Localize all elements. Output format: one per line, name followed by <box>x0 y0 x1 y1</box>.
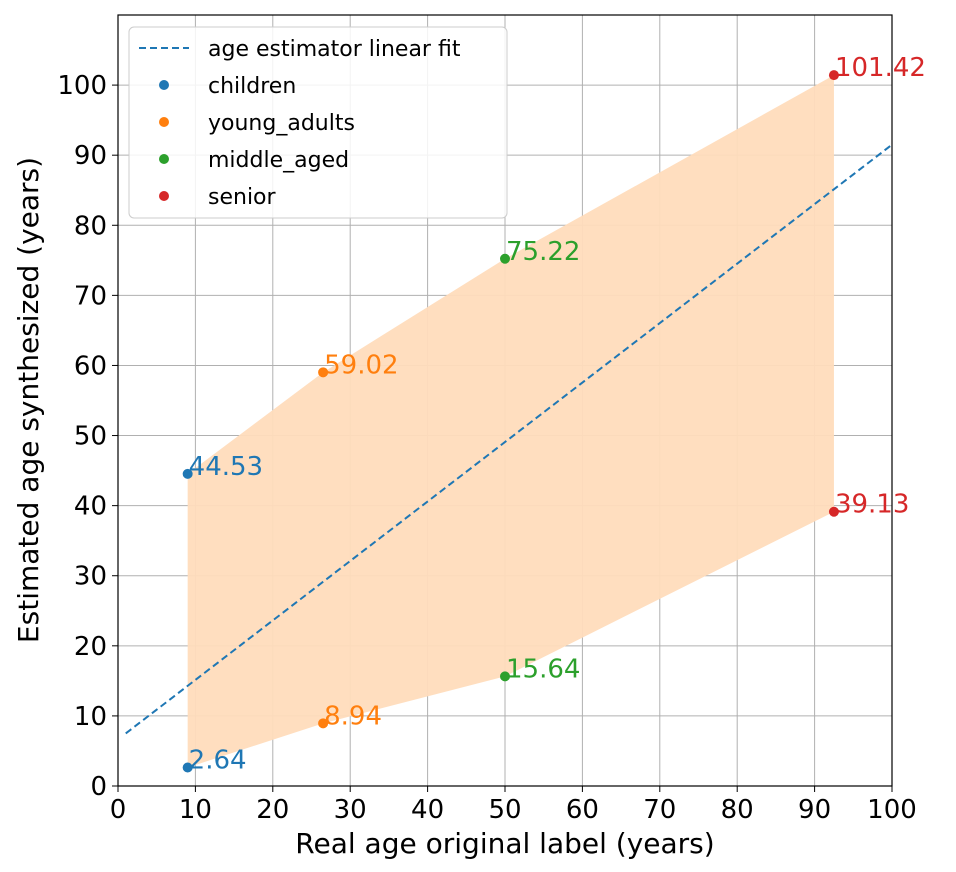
range-band <box>187 75 834 768</box>
point-children <box>182 468 193 479</box>
x-tick-label: 60 <box>566 795 599 825</box>
y-tick-label: 30 <box>74 562 107 592</box>
x-tick-label: 100 <box>867 795 917 825</box>
point-middle_aged <box>500 253 510 264</box>
y-tick-label: 60 <box>74 351 107 381</box>
point-senior <box>828 70 839 81</box>
x-ticks: 0 10 20 30 40 50 60 70 80 90 100 <box>110 786 917 825</box>
x-tick-label: 40 <box>411 795 444 825</box>
y-axis-label: Estimated age synthesized (years) <box>12 157 45 643</box>
points-group <box>182 70 839 773</box>
y-tick-label: 90 <box>74 141 107 171</box>
legend: age estimator linear fit children young_ad… <box>128 26 508 219</box>
legend-swatch-middle_aged <box>159 154 169 164</box>
y-tick-label: 80 <box>74 211 107 241</box>
x-tick-label: 30 <box>334 795 367 825</box>
legend-entry-children: children <box>208 74 296 99</box>
point-labels-group: 44.53 2.64 59.02 8.94 75.22 15.64 101.42 39.13 <box>189 53 926 775</box>
point-label-senior: 39.13 <box>835 490 909 520</box>
y-tick-label: 50 <box>74 422 107 452</box>
fit-line <box>125 143 893 735</box>
y-tick-label: 40 <box>74 492 107 522</box>
fit-line-group <box>125 143 893 735</box>
range-band-area <box>187 75 834 768</box>
y-tick-label: 10 <box>74 702 107 732</box>
legend-entry-young_adults: young_adults <box>208 111 355 136</box>
point-label-young_adults: 8.94 <box>324 701 382 731</box>
y-tick-label: 70 <box>74 281 107 311</box>
x-tick-label: 0 <box>110 795 127 825</box>
point-label-senior: 101.42 <box>835 53 926 83</box>
point-middle_aged <box>500 671 510 682</box>
x-tick-label: 70 <box>643 795 676 825</box>
y-ticks: 0 10 20 30 40 50 60 70 80 90 100 <box>57 71 118 802</box>
point-children <box>182 762 193 773</box>
x-tick-label: 80 <box>721 795 754 825</box>
legend-swatch-young_adults <box>159 117 169 127</box>
point-young_adults <box>318 718 329 729</box>
x-tick-label: 50 <box>488 795 521 825</box>
point-label-middle_aged: 75.22 <box>506 237 580 267</box>
legend-entry-fit: age estimator linear fit <box>208 37 461 62</box>
y-tick-label: 0 <box>90 772 107 802</box>
x-tick-label: 20 <box>256 795 289 825</box>
legend-entry-middle_aged: middle_aged <box>208 148 349 173</box>
legend-box <box>128 26 508 219</box>
point-label-middle_aged: 15.64 <box>506 654 580 684</box>
y-tick-label: 20 <box>74 632 107 662</box>
x-tick-label: 90 <box>798 795 831 825</box>
point-label-children: 2.64 <box>189 745 247 775</box>
legend-swatch-children <box>159 80 169 90</box>
y-tick-label: 100 <box>57 71 107 101</box>
legend-entry-senior: senior <box>208 185 277 210</box>
point-young_adults <box>318 367 329 378</box>
x-tick-label: 10 <box>179 795 212 825</box>
x-axis-label: Real age original label (years) <box>295 827 714 860</box>
point-label-children: 44.53 <box>189 452 263 482</box>
point-label-young_adults: 59.02 <box>324 350 398 380</box>
point-senior <box>828 506 839 517</box>
legend-swatch-senior <box>159 191 169 201</box>
